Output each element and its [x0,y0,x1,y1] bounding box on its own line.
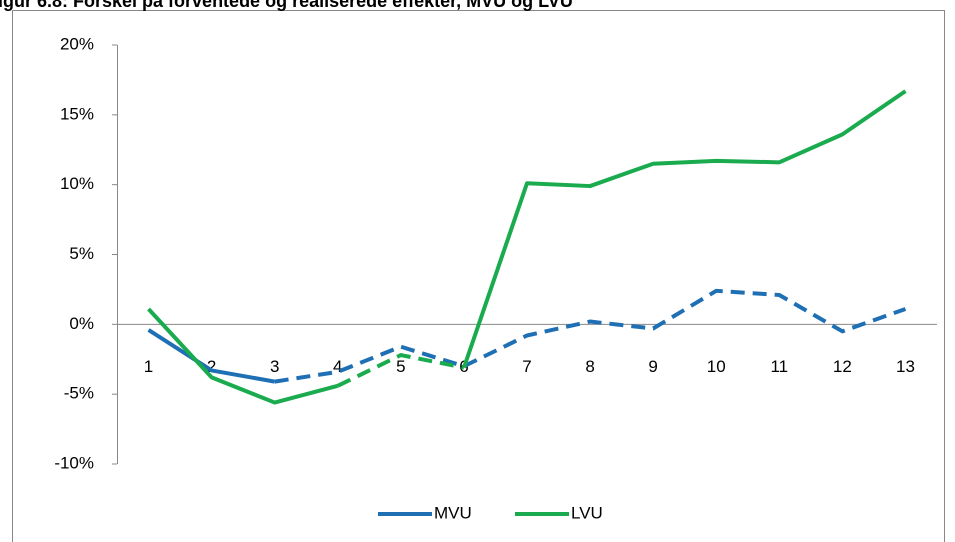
y-tick-label: 10% [60,174,94,193]
x-tick-label: 13 [896,357,915,376]
series-line [147,328,276,384]
y-tick-label: -5% [64,384,94,403]
y-tick-label: 5% [69,244,94,263]
series-line [336,353,465,388]
y-tick-label: 15% [60,104,94,123]
x-tick-label: 3 [270,357,279,376]
x-tick-label: 7 [522,357,531,376]
x-tick-label: 1 [144,357,153,376]
x-tick-label: 5 [396,357,405,376]
series-line [462,89,907,369]
chart-border [12,10,945,542]
legend-label: MVU [434,503,472,522]
legend-label: LVU [571,503,603,522]
chart-title: igur 6.8: Forskel på forventede og reali… [0,0,573,11]
x-tick-label: 11 [770,357,788,376]
x-tick-label: 12 [833,357,852,376]
x-tick-label: 4 [333,357,342,376]
y-tick-label: 0% [69,314,94,333]
x-tick-label: 10 [707,357,726,376]
y-tick-label: -10% [54,453,94,472]
series-line [147,307,339,405]
x-tick-label: 8 [585,357,594,376]
x-tick-label: 2 [207,357,216,376]
series-line [274,288,907,384]
x-tick-label: 9 [648,357,657,376]
y-tick-label: 20% [60,34,94,53]
